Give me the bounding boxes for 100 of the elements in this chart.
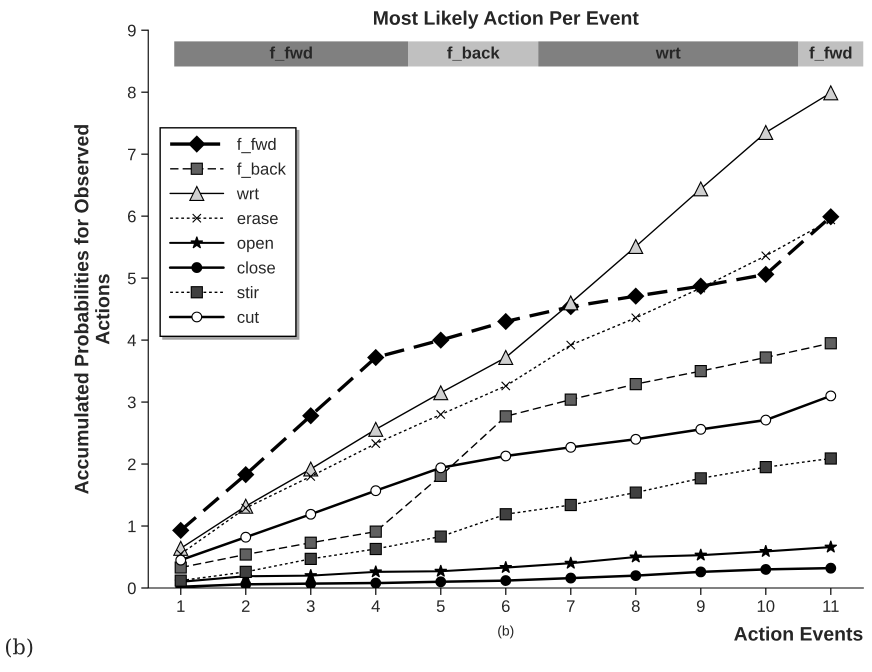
point bbox=[824, 337, 837, 350]
text: (b) bbox=[498, 625, 514, 638]
point bbox=[563, 295, 578, 310]
point bbox=[434, 564, 448, 577]
band-label: wrt bbox=[656, 48, 681, 59]
point bbox=[500, 410, 512, 422]
x-tick-label: 11 bbox=[823, 600, 839, 612]
legend-label: close bbox=[238, 261, 275, 274]
point bbox=[693, 181, 708, 196]
point bbox=[500, 575, 512, 586]
point bbox=[371, 438, 380, 448]
y-axis-title: Accumulated Probabilities for Observed Actions bbox=[74, 125, 110, 494]
point bbox=[240, 532, 252, 543]
y-tick-label: 6 bbox=[128, 210, 136, 222]
legend-label: f_fwd bbox=[237, 138, 276, 154]
point bbox=[500, 508, 512, 520]
y-tick-label: 7 bbox=[128, 148, 136, 160]
chart-title: Most Likely Action Per Event bbox=[374, 10, 639, 29]
point bbox=[172, 522, 190, 539]
y-tick-label: 0 bbox=[128, 582, 136, 594]
point bbox=[498, 350, 514, 365]
point bbox=[566, 340, 576, 350]
point bbox=[370, 485, 382, 496]
point bbox=[760, 564, 772, 575]
point bbox=[240, 578, 252, 588]
legend-label: open bbox=[238, 240, 273, 252]
y-tick-label: 9 bbox=[128, 24, 136, 36]
band-label: f_back bbox=[447, 46, 500, 61]
point bbox=[435, 462, 446, 474]
point bbox=[305, 578, 316, 588]
point bbox=[237, 466, 254, 483]
point bbox=[694, 364, 707, 378]
legend-label: f_back bbox=[237, 162, 286, 178]
legend-label: stir bbox=[237, 286, 259, 298]
x-tick-label: 3 bbox=[306, 600, 315, 612]
point bbox=[824, 452, 837, 465]
point bbox=[369, 565, 382, 578]
point bbox=[631, 313, 640, 323]
band-label: f_fwd bbox=[270, 46, 312, 61]
point bbox=[368, 422, 384, 437]
legend-label: wrt bbox=[236, 188, 259, 200]
x-axis-title: Action Events bbox=[734, 626, 862, 641]
x-tick-label: 8 bbox=[632, 600, 640, 612]
point bbox=[305, 508, 316, 520]
point bbox=[434, 530, 447, 543]
x-tick-label: 9 bbox=[696, 600, 705, 612]
point bbox=[630, 486, 642, 499]
point bbox=[433, 385, 448, 400]
point bbox=[627, 288, 644, 305]
x-tick-label: 1 bbox=[177, 600, 185, 612]
point bbox=[630, 434, 642, 445]
point bbox=[302, 407, 320, 424]
point bbox=[500, 450, 512, 462]
point bbox=[761, 251, 770, 261]
y-tick-label: 5 bbox=[128, 272, 136, 284]
legend-label: erase bbox=[238, 215, 278, 224]
x-tick-label: 2 bbox=[242, 600, 250, 612]
point bbox=[367, 349, 384, 366]
point bbox=[304, 552, 317, 565]
point bbox=[760, 461, 772, 474]
x-tick-label: 6 bbox=[502, 600, 510, 612]
point bbox=[695, 566, 706, 578]
point bbox=[760, 351, 772, 364]
y-tick-label: 4 bbox=[128, 334, 136, 346]
x-tick-label: 5 bbox=[436, 600, 445, 612]
point bbox=[564, 393, 577, 406]
point bbox=[564, 498, 577, 512]
point bbox=[694, 472, 707, 484]
point bbox=[435, 576, 446, 588]
point bbox=[628, 239, 644, 254]
point bbox=[432, 332, 450, 349]
legend-label: cut bbox=[238, 312, 259, 323]
point bbox=[758, 124, 774, 140]
y-tick-label: 3 bbox=[128, 396, 136, 408]
y-tick-label: 8 bbox=[128, 86, 136, 98]
point bbox=[436, 410, 446, 420]
point bbox=[304, 536, 317, 549]
band-label: f_fwd bbox=[809, 46, 852, 61]
x-tick-label: 10 bbox=[758, 600, 774, 612]
point bbox=[824, 540, 838, 553]
point bbox=[757, 266, 774, 283]
point bbox=[695, 424, 706, 435]
point bbox=[564, 556, 578, 569]
x-tick-label: 4 bbox=[372, 600, 380, 612]
x-tick-label: 7 bbox=[566, 600, 575, 612]
y-tick-label: 1 bbox=[128, 520, 136, 532]
point bbox=[694, 548, 708, 561]
point bbox=[497, 313, 514, 330]
point bbox=[825, 390, 836, 402]
point bbox=[370, 542, 382, 556]
point bbox=[306, 472, 316, 482]
point bbox=[823, 85, 838, 100]
point bbox=[759, 544, 772, 558]
point bbox=[240, 566, 252, 578]
point bbox=[565, 442, 576, 453]
text: (b) bbox=[6, 638, 32, 658]
point bbox=[629, 550, 642, 563]
point bbox=[370, 578, 382, 588]
point bbox=[240, 548, 252, 561]
point bbox=[630, 570, 642, 582]
